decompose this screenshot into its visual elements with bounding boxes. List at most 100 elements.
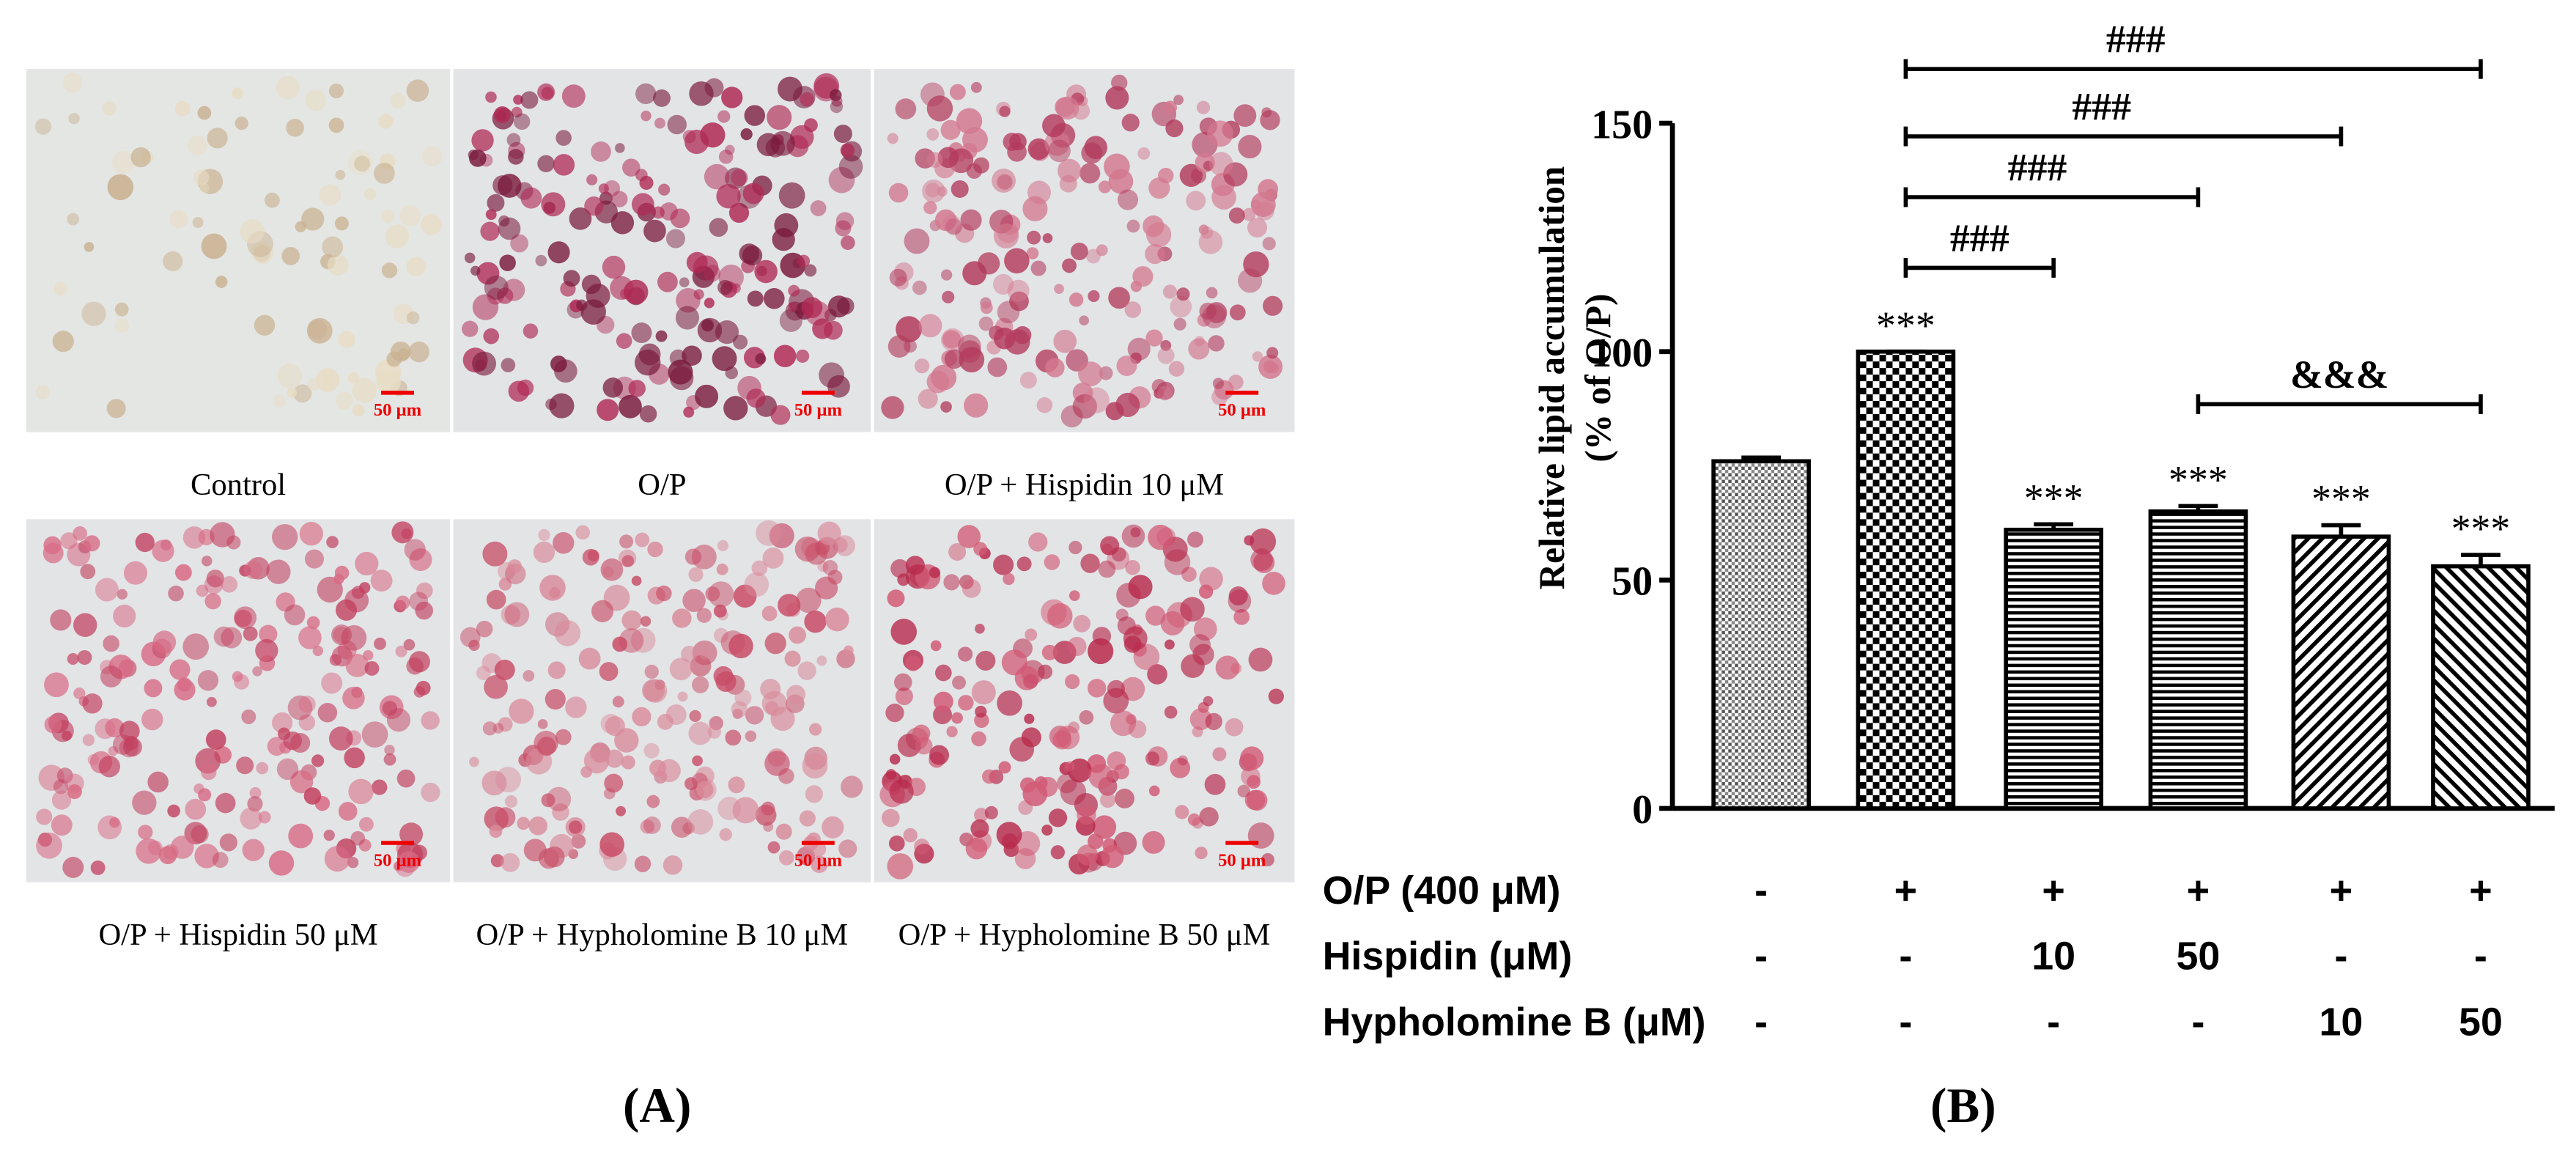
cell	[328, 83, 344, 99]
cell	[745, 706, 764, 725]
cell	[631, 193, 654, 216]
cell	[888, 183, 909, 203]
bar	[2148, 509, 2248, 811]
cell	[926, 152, 943, 168]
cell	[772, 228, 795, 251]
cell	[580, 299, 607, 325]
cell	[182, 526, 206, 549]
cell	[545, 688, 566, 710]
cell	[1247, 775, 1261, 789]
cell	[144, 679, 163, 698]
cell	[520, 91, 539, 109]
cell	[612, 696, 624, 708]
cell	[569, 207, 592, 230]
cell	[1077, 805, 1096, 825]
cell	[634, 349, 661, 376]
cell	[1087, 679, 1107, 698]
cell	[103, 635, 119, 652]
cell	[670, 208, 690, 229]
micrograph: 50 μm	[26, 519, 451, 882]
cell	[640, 819, 655, 834]
cell	[112, 150, 136, 174]
cell	[775, 823, 792, 840]
cell	[761, 605, 778, 622]
cell	[406, 79, 429, 102]
cell	[1192, 644, 1214, 666]
cell	[1132, 266, 1154, 287]
cell	[997, 690, 1022, 716]
cell	[219, 833, 238, 852]
cell	[1065, 674, 1080, 690]
cell	[809, 723, 822, 736]
cell	[586, 174, 598, 185]
cell	[404, 539, 426, 561]
cell	[460, 627, 481, 648]
y-tick-label: 150	[1591, 102, 1653, 147]
cell	[833, 125, 852, 144]
cell	[1116, 355, 1137, 377]
cell	[1170, 295, 1192, 318]
cell	[1098, 560, 1116, 578]
cell	[266, 559, 291, 584]
cell	[1125, 559, 1140, 575]
cell	[993, 223, 1019, 249]
cell	[810, 200, 827, 216]
cell	[1092, 815, 1117, 839]
treatment-mark: -	[1899, 1000, 1912, 1044]
cell	[50, 609, 72, 631]
bracket	[1903, 187, 2201, 207]
cell	[740, 128, 753, 141]
treatment-mark: -	[1899, 935, 1912, 978]
cell	[541, 86, 554, 100]
cell	[182, 633, 210, 660]
cell	[1164, 639, 1175, 650]
cell	[885, 703, 904, 723]
cell	[634, 855, 652, 872]
cell	[334, 565, 350, 580]
cell	[235, 117, 248, 130]
cell	[158, 846, 177, 865]
cell	[689, 710, 701, 723]
cell	[34, 118, 52, 135]
cell	[547, 241, 570, 264]
cell	[1250, 191, 1276, 217]
cell	[335, 391, 353, 410]
treatment-mark: +	[2187, 869, 2210, 913]
cell	[1198, 230, 1223, 254]
cell	[1145, 605, 1166, 626]
cell	[290, 732, 311, 753]
cell	[498, 578, 512, 591]
error-bar	[2461, 553, 2501, 567]
cell	[298, 696, 316, 713]
cell	[1202, 304, 1227, 328]
cell	[565, 696, 587, 718]
cell	[77, 649, 92, 666]
cell	[95, 718, 116, 740]
cell	[597, 399, 619, 421]
cell	[1121, 114, 1140, 132]
cell	[80, 564, 96, 580]
cell	[533, 541, 556, 563]
cell	[1050, 845, 1065, 860]
cell	[213, 626, 235, 647]
cell	[1268, 363, 1280, 374]
cell	[721, 86, 743, 108]
cell	[912, 280, 927, 295]
cell	[1116, 583, 1141, 608]
cell	[1176, 287, 1190, 301]
cell	[350, 830, 366, 846]
cell	[506, 133, 521, 147]
cell	[358, 817, 374, 832]
cell	[205, 729, 226, 750]
scale-bar-label: 50 μm	[794, 400, 843, 420]
cell	[539, 575, 566, 601]
cell	[1170, 757, 1191, 778]
cell	[600, 558, 624, 581]
cell	[327, 254, 349, 276]
cell	[602, 255, 626, 279]
cell	[554, 620, 581, 646]
cell	[571, 833, 586, 849]
cell	[385, 224, 410, 248]
cell	[537, 719, 548, 729]
cell	[944, 349, 964, 369]
